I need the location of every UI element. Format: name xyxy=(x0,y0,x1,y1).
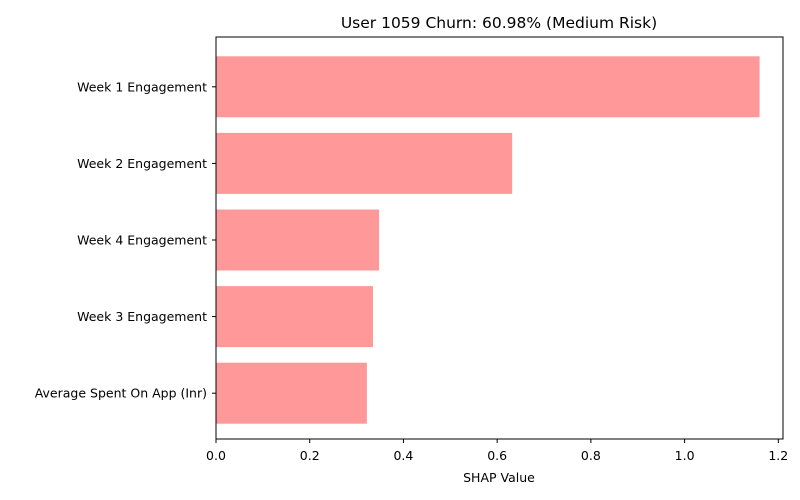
x-axis-label: SHAP Value xyxy=(463,470,535,485)
y-tick-label: Week 3 Engagement xyxy=(77,309,207,324)
x-tick-label: 0.2 xyxy=(300,448,320,463)
bar-1 xyxy=(216,56,760,118)
bar-5 xyxy=(216,362,367,424)
x-tick-label: 0.8 xyxy=(581,448,601,463)
x-tick-label: 0.4 xyxy=(393,448,413,463)
plot-spines xyxy=(215,36,784,440)
bar-4 xyxy=(216,286,373,348)
x-tick-label: 0.0 xyxy=(206,448,226,463)
chart-title: User 1059 Churn: 60.98% (Medium Risk) xyxy=(341,14,657,32)
x-tick-label: 0.6 xyxy=(487,448,507,463)
y-tick-label: Week 2 Engagement xyxy=(77,156,207,171)
y-tick-label: Week 1 Engagement xyxy=(77,79,207,94)
y-tick-label: Average Spent On App (Inr) xyxy=(35,386,207,401)
y-axis-ticks: Week 1 Engagement Week 2 Engagement Week 4… xyxy=(35,79,216,401)
x-tick-label: 1.0 xyxy=(675,448,695,463)
y-tick-label: Week 4 Engagement xyxy=(77,233,207,248)
bar-2 xyxy=(216,132,513,194)
x-tick-label: 1.2 xyxy=(768,448,788,463)
x-axis-ticks: 0.0 0.2 0.4 0.6 0.8 1.0 1.2 xyxy=(206,439,788,463)
bars-layer xyxy=(216,56,760,424)
bar-3 xyxy=(216,209,380,271)
axes-frame xyxy=(215,36,784,440)
